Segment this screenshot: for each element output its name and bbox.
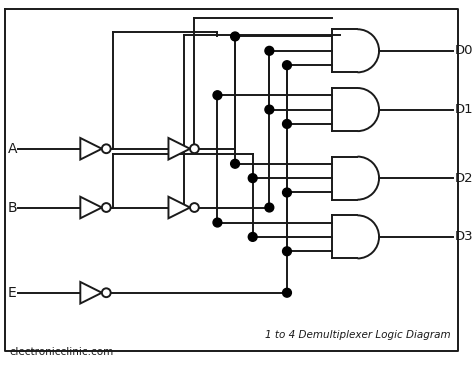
Circle shape xyxy=(231,159,239,168)
Circle shape xyxy=(102,288,110,297)
Circle shape xyxy=(265,105,274,114)
Circle shape xyxy=(190,203,199,212)
Circle shape xyxy=(102,203,110,212)
Circle shape xyxy=(213,91,222,100)
Text: D2: D2 xyxy=(455,172,473,184)
Text: D3: D3 xyxy=(455,230,473,244)
Text: D0: D0 xyxy=(455,44,473,57)
Circle shape xyxy=(248,232,257,241)
Circle shape xyxy=(248,174,257,183)
Circle shape xyxy=(231,32,239,41)
Text: E: E xyxy=(8,286,17,300)
Circle shape xyxy=(102,144,110,153)
Text: A: A xyxy=(8,142,18,156)
Circle shape xyxy=(265,203,274,212)
Polygon shape xyxy=(80,138,102,159)
Circle shape xyxy=(283,288,292,297)
Circle shape xyxy=(283,247,292,256)
Text: D1: D1 xyxy=(455,103,473,116)
Text: electronicclinic.com: electronicclinic.com xyxy=(10,348,114,358)
Polygon shape xyxy=(168,138,190,159)
Polygon shape xyxy=(168,197,190,218)
Polygon shape xyxy=(80,197,102,218)
Circle shape xyxy=(213,218,222,227)
Circle shape xyxy=(283,188,292,197)
Text: B: B xyxy=(8,200,18,214)
Circle shape xyxy=(190,144,199,153)
Polygon shape xyxy=(80,282,102,304)
Circle shape xyxy=(265,46,274,55)
Circle shape xyxy=(283,61,292,70)
Circle shape xyxy=(283,120,292,128)
Text: 1 to 4 Demultiplexer Logic Diagram: 1 to 4 Demultiplexer Logic Diagram xyxy=(265,330,451,340)
